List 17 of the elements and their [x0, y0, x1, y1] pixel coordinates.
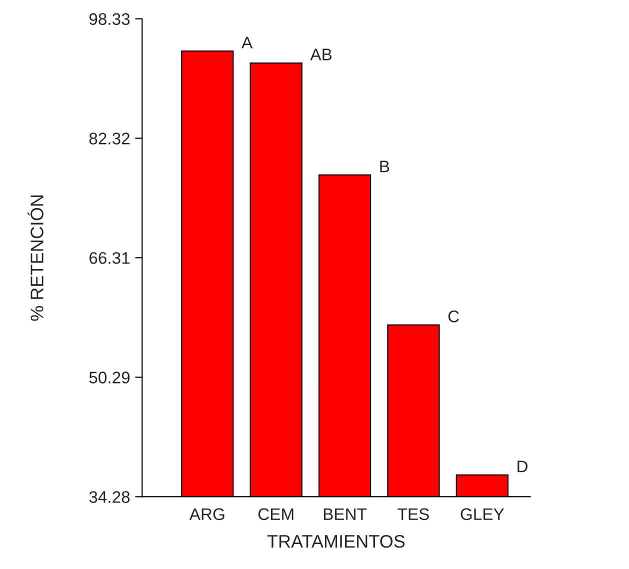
x-tick-label: GLEY	[460, 508, 504, 520]
x-tick-label: BENT	[324, 508, 367, 520]
annotation: B	[380, 160, 390, 172]
y-tick-label: 34.28	[89, 491, 130, 503]
y-axis-title: % RETENCIÓN	[28, 196, 44, 321]
x-tick-label: ARG	[189, 508, 224, 520]
annotation: C	[448, 310, 459, 322]
y-tick-label: 98.33	[89, 13, 130, 25]
y-tick-label: 66.31	[89, 252, 130, 264]
annotation: A	[242, 36, 253, 48]
annotation: AB	[310, 48, 332, 60]
x-tick-label: TES	[398, 508, 429, 520]
y-tick-label: 82.32	[89, 132, 130, 144]
x-tick-label: CEM	[258, 508, 294, 520]
x-axis-title: TRATAMIENTOS	[267, 534, 405, 548]
annotation: D	[518, 460, 528, 472]
y-tick-label: 50.29	[89, 372, 130, 384]
